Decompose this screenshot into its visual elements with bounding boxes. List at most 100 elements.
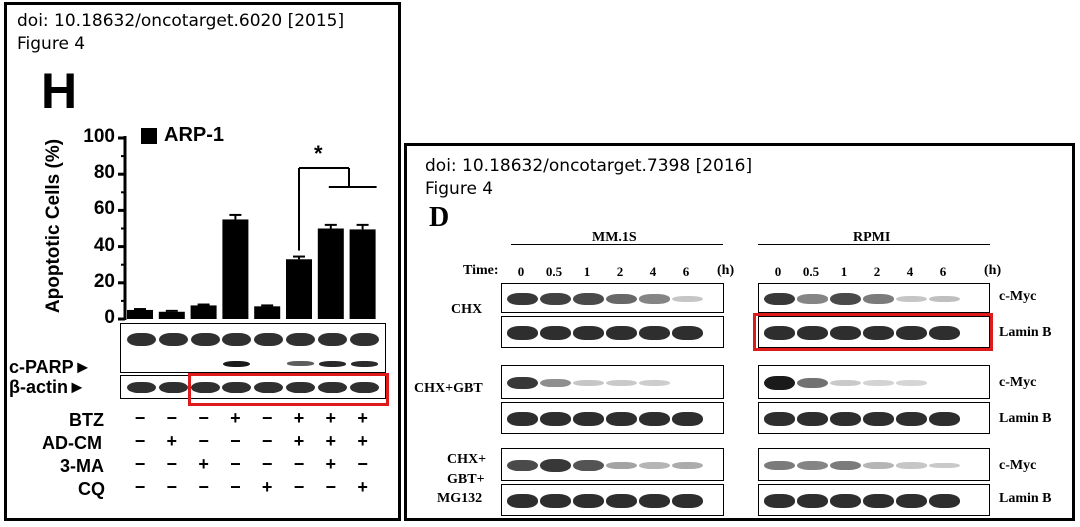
blot-strip [501,365,724,399]
protein-band [639,380,670,386]
blot-strip [501,283,724,313]
y-tick-label: 100 [83,126,115,147]
condition-mg132: MG132 [437,491,483,506]
treatment-sign: + [293,408,305,428]
protein-band [929,326,960,340]
blot-strip [758,283,990,313]
treatment-sign: − [198,431,209,451]
protein-band [764,376,795,390]
cparp-band [287,361,314,366]
protein-band [764,326,795,340]
y-tick-label: 60 [93,198,115,220]
time-point-label: 1 [583,264,591,279]
treatment-sign: + [357,408,368,428]
protein-band [573,494,604,508]
treatment-sign: + [357,477,368,497]
bar [190,305,217,319]
protein-band [573,326,604,340]
protein-band [540,494,571,508]
protein-band [797,326,828,340]
protein-laminb-1: Lamin B [999,325,1052,340]
condition-chx: CHX [451,302,483,317]
bactin-band [222,382,252,393]
protein-band [797,460,828,471]
bactin-band [158,382,188,393]
protein-band [896,462,927,469]
left-figure-label: Figure 4 [17,34,86,54]
bar [222,219,249,319]
treatment-sign: − [325,477,337,497]
protein-cmyc-1: c-Myc [999,289,1037,304]
protein-band [896,412,927,426]
apoptosis-bar-chart [118,136,377,321]
protein-band [830,494,861,508]
blot-strip [501,484,724,516]
protein-laminb-3: Lamin B [999,491,1052,506]
left-figure-panel: doi: 10.18632/oncotarget.6020 [2015] Fig… [4,2,401,521]
blot-strip [501,316,724,348]
parp-band [222,333,252,346]
legend-label: ARP-1 [164,124,225,146]
treatment-sign: − [134,431,146,451]
left-panel-letter: H [41,63,78,119]
time-label: Time: [463,263,499,278]
treatment-sign: − [293,454,305,474]
parp-blot [120,323,386,373]
blot-strip [758,448,990,481]
protein-band [507,376,538,390]
protein-band [929,295,960,303]
bar [254,306,281,319]
parp-band [349,333,379,346]
treatment-sign: + [198,454,209,474]
protein-band [540,412,571,426]
treatment-sign: − [198,408,209,428]
treatment-sign: − [261,408,273,428]
protein-band [639,462,670,469]
protein-band [797,294,828,304]
protein-band [764,292,795,306]
treatment-sign: − [198,477,209,497]
protein-band [830,293,861,305]
right-figure-label: Figure 4 [425,179,494,199]
protein-band [672,295,703,303]
treatment-sign: − [261,454,273,474]
time-unit-rpmi: (h) [984,263,1002,278]
protein-band [929,494,960,508]
protein-band [672,494,703,508]
treatment-sign: − [166,454,178,474]
treatment-sign: − [230,431,241,451]
protein-band [672,412,703,426]
treatment-sign: − [134,477,146,497]
protein-band [863,380,894,386]
right-highlight-box [753,313,993,351]
treatment-sign: − [230,477,241,497]
treatment-label: 3-MA [60,456,104,476]
treatment-sign: − [166,408,178,428]
bactin-band [286,382,315,393]
right-doi-text: doi: 10.18632/oncotarget.7398 [2016] [425,156,753,176]
y-tick-label: 20 [93,270,115,292]
blot-strip [758,402,990,434]
legend-swatch [141,128,157,144]
treatment-sign: + [357,431,368,451]
time-point-label: 4 [906,264,914,279]
parp-band [127,333,156,346]
protein-band [929,462,960,469]
protein-band [606,380,637,386]
protein-band [639,412,670,426]
blot-strip [758,365,990,399]
y-tick-label: 0 [104,307,115,328]
protein-band [764,460,795,471]
bar [127,309,153,319]
time-point-label: 0.5 [802,264,820,279]
y-tick-label: 80 [93,162,115,184]
bar [158,311,185,319]
protein-band [672,326,703,340]
bactin-band [254,382,284,393]
protein-band [896,494,927,508]
bactin-blot [120,375,386,399]
mm1s-header: MM.1S [592,230,637,245]
right-figure-panel: doi: 10.18632/oncotarget.7398 [2016] Fig… [404,143,1075,521]
protein-band [573,459,604,472]
protein-band [540,459,571,472]
